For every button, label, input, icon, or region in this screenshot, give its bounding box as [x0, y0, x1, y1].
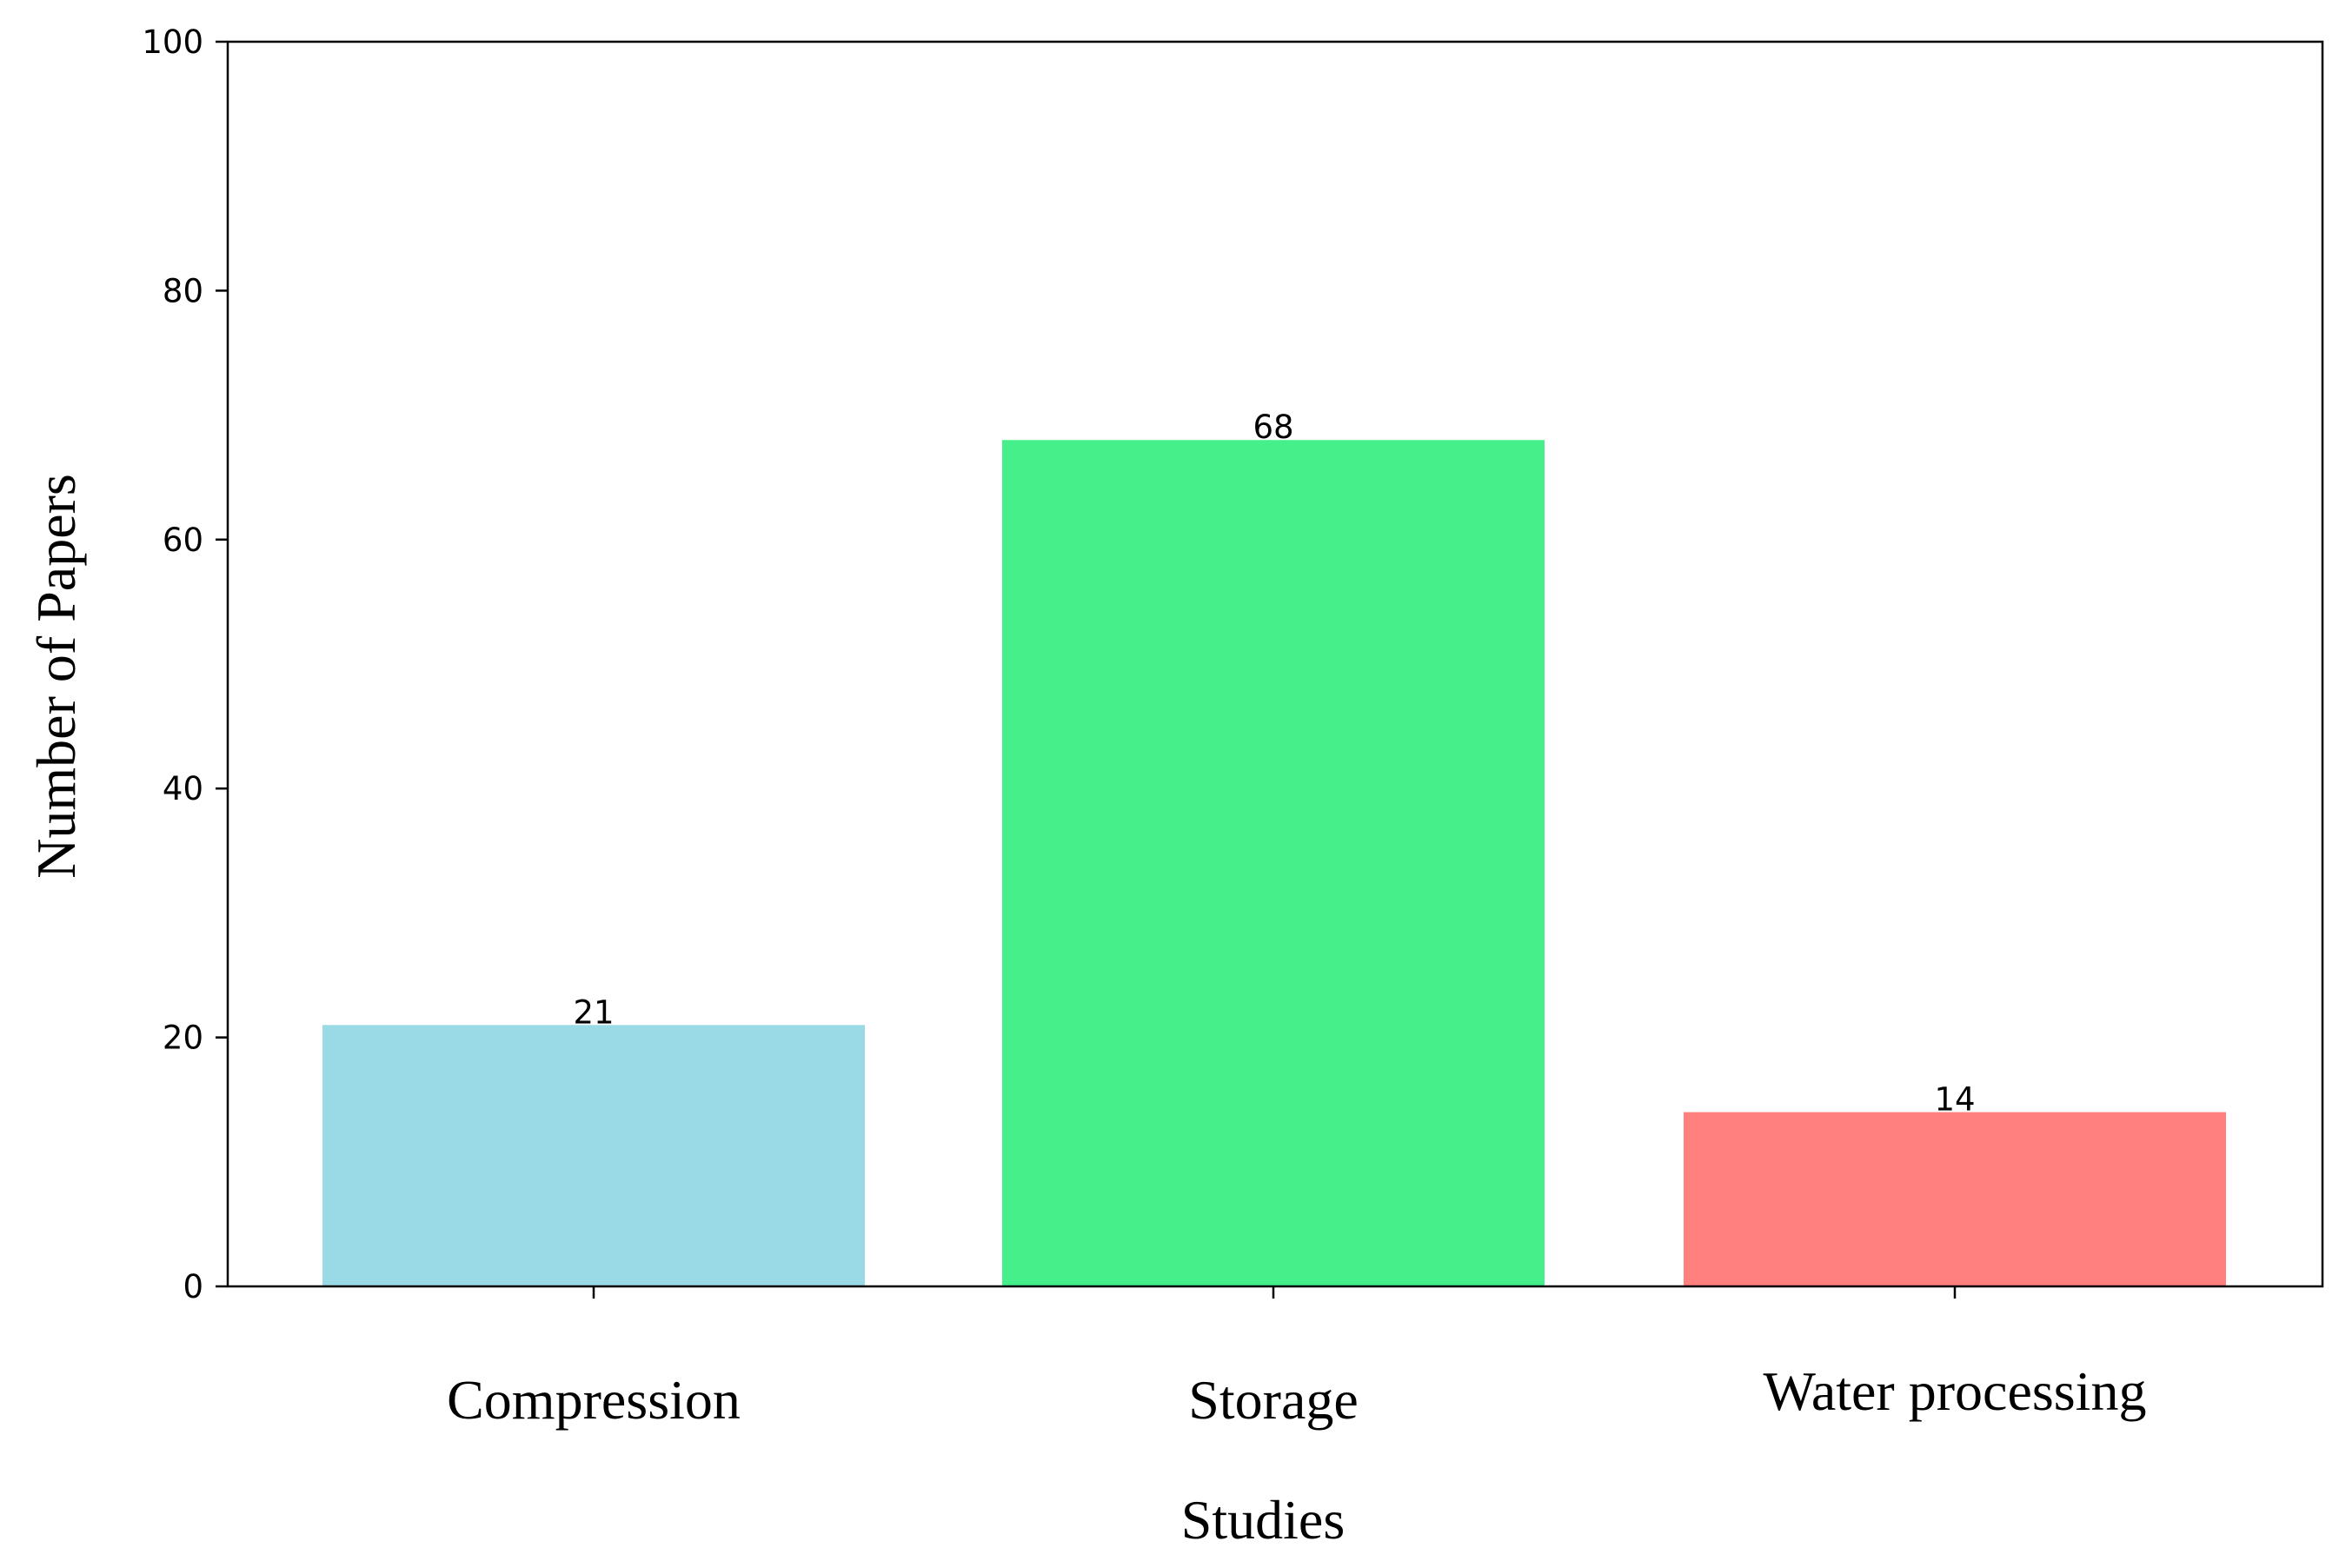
- y-tick-label: 0: [183, 1268, 203, 1306]
- x-tick-label-storage: Storage: [1188, 1369, 1359, 1431]
- bar-water-processing: [1684, 1112, 2226, 1286]
- x-tick-label-compression: Compression: [447, 1369, 741, 1431]
- axes-frame: [226, 40, 2324, 1288]
- bar-storage: [1002, 440, 1545, 1286]
- y-tick-label: 80: [163, 272, 203, 309]
- x-tick-label-water-processing: Water processing: [1764, 1360, 2147, 1422]
- data-label-water-processing: 14: [1934, 1081, 1975, 1119]
- y-axis-title: Number of Papers: [25, 474, 87, 879]
- plot-area: 21 Compression 68 Storage 14 Water processing…: [142, 23, 2324, 1431]
- y-tick-label: 60: [163, 522, 203, 559]
- y-tick-label: 40: [163, 770, 203, 807]
- data-label-storage: 68: [1253, 409, 1293, 446]
- x-axis-title: Studies: [1181, 1489, 1345, 1551]
- bar-compression: [322, 1025, 865, 1286]
- y-tick-label: 20: [163, 1020, 203, 1057]
- y-tick-label: 100: [142, 23, 203, 61]
- data-label-compression: 21: [573, 993, 614, 1031]
